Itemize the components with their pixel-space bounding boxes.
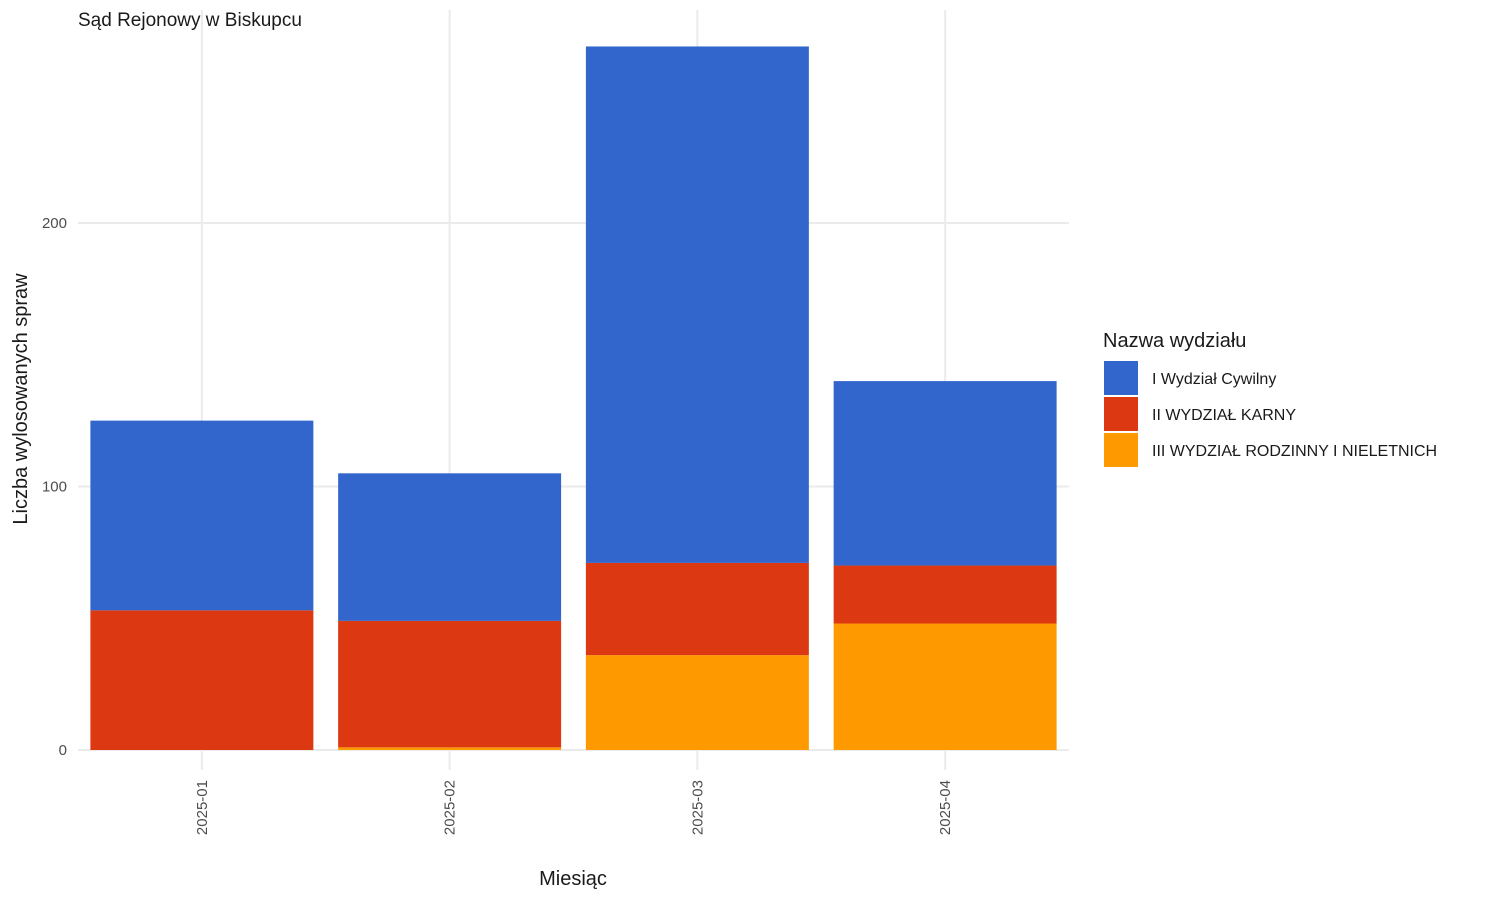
y-tick-label: 100 xyxy=(42,479,67,496)
x-tick-label: 2025-01 xyxy=(194,780,211,835)
legend-key xyxy=(1104,433,1138,467)
bar-segment xyxy=(833,623,1057,750)
y-tick-label: 200 xyxy=(42,215,67,232)
legend-label: I Wydział Cywilny xyxy=(1152,371,1276,388)
x-axis-title: Miesiąc xyxy=(539,868,607,890)
legend: Nazwa wydziału I Wydział Cywilny II WYDZI… xyxy=(1103,330,1437,467)
legend-label: III WYDZIAŁ RODZINNY I NIELETNICH xyxy=(1152,443,1437,460)
y-axis-ticks: 0 100 200 xyxy=(42,215,67,759)
x-tick-label: 2025-03 xyxy=(689,780,706,835)
legend-label: II WYDZIAŁ KARNY xyxy=(1152,407,1296,424)
bar-segment xyxy=(90,610,314,750)
bar-segment xyxy=(833,565,1057,624)
bar-segment xyxy=(338,473,562,621)
chart-title: Sąd Rejonowy w Biskupcu xyxy=(78,10,302,31)
legend-key xyxy=(1104,397,1138,431)
y-axis-title: Liczba wylosowanych spraw xyxy=(10,273,32,525)
y-tick-label: 0 xyxy=(59,742,67,759)
bar-segment xyxy=(90,420,314,611)
bars xyxy=(90,46,1057,750)
legend-title: Nazwa wydziału xyxy=(1103,330,1246,352)
bar-segment xyxy=(338,620,562,748)
bar-segment xyxy=(585,655,809,750)
x-axis-ticks: 2025-01 2025-02 2025-03 2025-04 xyxy=(194,780,954,835)
bar-segment xyxy=(833,381,1057,566)
bar-segment xyxy=(338,747,562,750)
x-tick-label: 2025-04 xyxy=(937,780,954,835)
bar-segment xyxy=(585,562,809,656)
bar-segment xyxy=(585,46,809,563)
legend-key xyxy=(1104,361,1138,395)
x-tick-label: 2025-02 xyxy=(442,780,459,835)
